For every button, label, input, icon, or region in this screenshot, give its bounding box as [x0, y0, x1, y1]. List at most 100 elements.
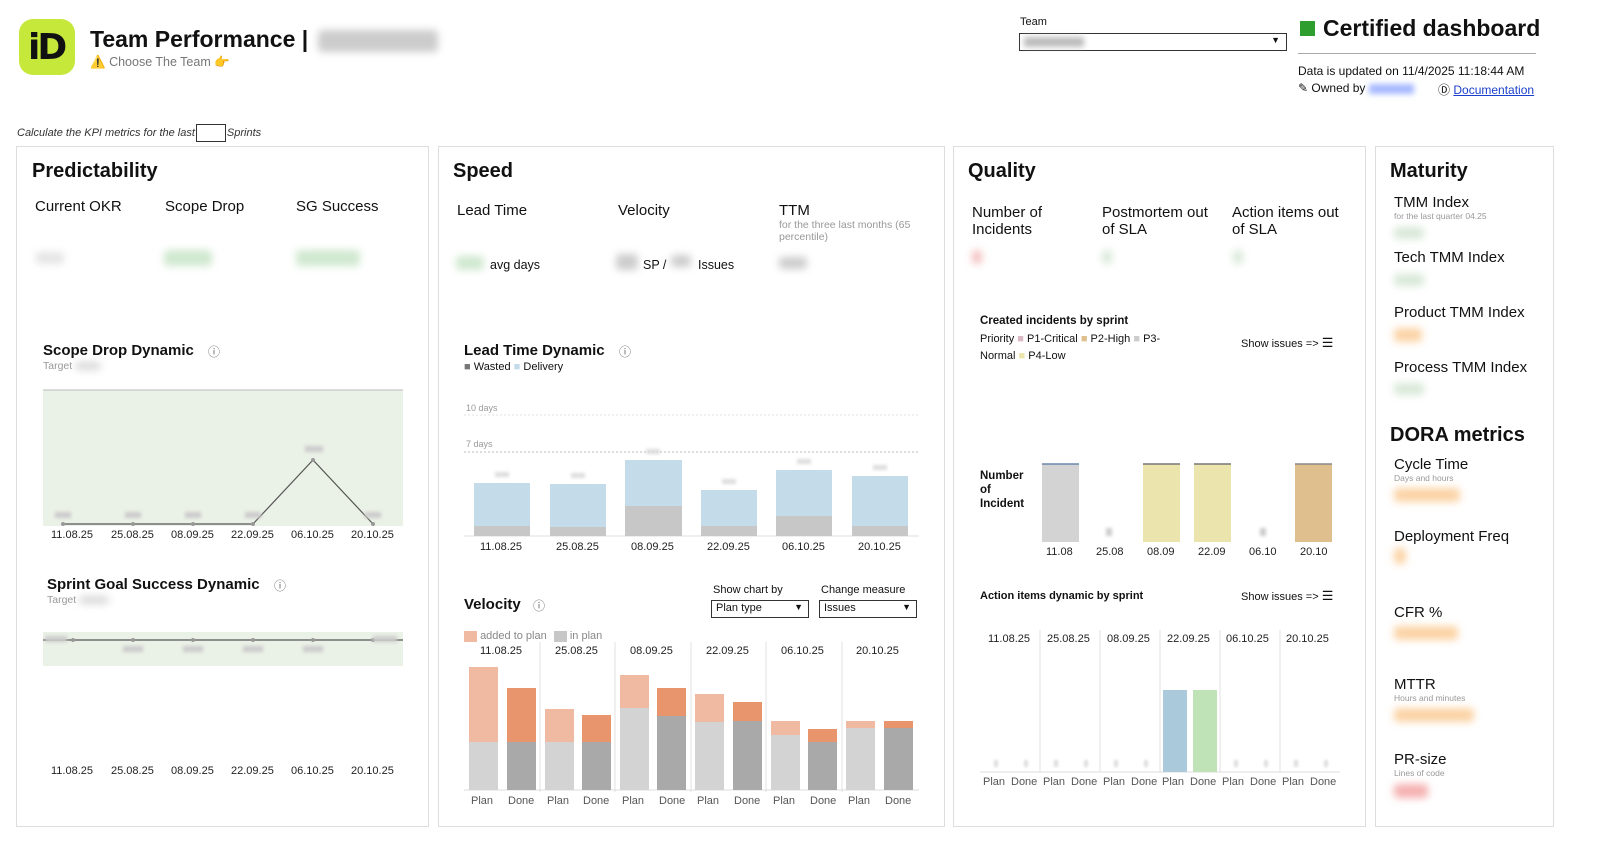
x-tick: 11.08.25 [51, 529, 94, 541]
sprint-header: 22.09.25 [1167, 633, 1210, 645]
current-okr-value [36, 252, 64, 264]
velocity-issues-value [671, 255, 691, 267]
plan-label: Plan [471, 795, 494, 807]
cycle-time-value [1394, 488, 1460, 502]
info-icon[interactable]: ⓘ [533, 599, 546, 613]
plan-label: Plan [622, 795, 645, 807]
mttr-label: MTTR [1394, 676, 1436, 693]
sg-success-value [296, 250, 360, 266]
info-icon[interactable]: ⓘ [274, 579, 287, 593]
done-label: Done [885, 795, 912, 807]
lead-time-dynamic-title: Lead Time Dynamic [464, 342, 605, 359]
sprint-header: 08.09.25 [1107, 633, 1150, 645]
done-label: Done [508, 795, 535, 807]
pr-size-label: PR-size [1394, 751, 1447, 768]
x-tick: 11.08.25 [480, 541, 523, 553]
x-tick: 25.08 [1096, 546, 1124, 558]
predictability-panel [16, 146, 429, 827]
pr-size-note: Lines of code [1394, 768, 1445, 778]
velocity-title: Velocity [464, 596, 521, 613]
x-tick: 22.09.25 [231, 765, 274, 777]
show-issues-link[interactable]: Show issues => ☰ [1241, 588, 1334, 603]
action-items-value [1233, 250, 1243, 264]
lead-time-label: Lead Time [457, 202, 528, 219]
action-items-dynamic-title: Action items dynamic by sprint [980, 590, 1144, 602]
scope-drop-dynamic-title: Scope Drop Dynamic [43, 342, 194, 359]
lead-time-chart [464, 414, 919, 537]
mttr-value [1394, 708, 1474, 722]
speed-title: Speed [453, 160, 514, 182]
plan-label: Plan [697, 795, 720, 807]
velocity-legend: added to plan in plan [464, 630, 602, 642]
velocity-sp-value [616, 254, 638, 270]
sprint-header: 06.10.25 [1226, 633, 1269, 645]
owner-link[interactable] [1368, 83, 1414, 94]
tmm-index-label: TMM Index [1394, 194, 1470, 211]
current-okr-label: Current OKR [35, 198, 122, 215]
documentation: Ⓓ Documentation [1438, 81, 1534, 98]
x-tick: 08.09.25 [171, 765, 214, 777]
info-icon[interactable]: ⓘ [619, 345, 632, 359]
owned-by: ✎ Owned by [1298, 81, 1414, 95]
kpi-sprints-setting: Calculate the KPI metrics for the last Sp… [17, 124, 261, 142]
team-label: Team [1020, 16, 1047, 28]
done-label: Done [1071, 776, 1098, 788]
show-issues-link[interactable]: Show issues => ☰ [1241, 335, 1334, 350]
plan-type-select[interactable]: Plan type ▼ [711, 600, 809, 618]
sp-label: SP / [643, 258, 667, 272]
plan-label: Plan [983, 776, 1006, 788]
sprint-header: 11.08.25 [988, 633, 1031, 645]
action-items-chart [980, 630, 1340, 773]
deployment-freq-value [1394, 548, 1406, 564]
done-label: Done [1131, 776, 1158, 788]
created-incidents-title: Created incidents by sprint [980, 315, 1129, 327]
x-tick: 20.10.25 [351, 765, 394, 777]
x-tick: 22.09 [1198, 546, 1226, 558]
measure-select[interactable]: Issues ▼ [819, 600, 917, 618]
done-label: Done [583, 795, 610, 807]
warning-icon: ⚠️ [90, 55, 106, 69]
scope-drop-target: Target [43, 360, 102, 372]
plan-label: Plan [547, 795, 570, 807]
dora-title: DORA metrics [1390, 424, 1525, 446]
tech-tmm-label: Tech TMM Index [1394, 249, 1505, 266]
doc-icon: Ⓓ [1438, 83, 1451, 97]
gridline-label: 7 days [466, 439, 493, 449]
info-icon[interactable]: ⓘ [208, 345, 221, 359]
done-label: Done [1190, 776, 1217, 788]
sprint-header: 11.08.25 [480, 645, 523, 657]
avg-days-label: avg days [490, 258, 541, 272]
done-label: Done [734, 795, 761, 807]
gridline-label: 10 days [466, 403, 498, 413]
sprints-count-input[interactable] [195, 124, 226, 142]
incidents-label: Number of Incidents [972, 204, 1043, 238]
tmm-note: for the last quarter 04.25 [1394, 211, 1487, 221]
quality-title: Quality [968, 160, 1036, 182]
x-tick: 20.10.25 [351, 529, 394, 541]
plan-label: Plan [1043, 776, 1066, 788]
tmm-index-value [1394, 227, 1424, 239]
team-select[interactable]: ▼ [1019, 33, 1287, 51]
scope-drop-value [164, 250, 212, 266]
choose-team-hint: ⚠️ Choose The Team 👉 [90, 55, 230, 69]
done-label: Done [1011, 776, 1038, 788]
tech-tmm-value [1394, 274, 1424, 286]
velocity-label: Velocity [618, 202, 670, 219]
maturity-panel [1375, 146, 1554, 827]
sg-success-chart [43, 632, 403, 666]
done-label: Done [659, 795, 686, 807]
page-title: Team Performance | [90, 26, 309, 52]
sprint-header: 25.08.25 [555, 645, 598, 657]
deployment-freq-label: Deployment Freq [1394, 528, 1510, 545]
divider [1298, 53, 1536, 54]
scope-drop-chart [43, 389, 403, 526]
menu-icon[interactable]: ☰ [1321, 335, 1334, 350]
data-updated: Data is updated on 11/4/2025 11:18:44 AM [1298, 64, 1525, 78]
mttr-note: Hours and minutes [1394, 693, 1466, 703]
process-tmm-label: Process TMM Index [1394, 359, 1528, 376]
done-label: Done [810, 795, 837, 807]
postmortem-label: Postmortem out of SLA [1102, 204, 1208, 238]
documentation-link[interactable]: Documentation [1453, 83, 1535, 97]
menu-icon[interactable]: ☰ [1321, 588, 1334, 603]
x-tick: 06.10.25 [291, 765, 334, 777]
